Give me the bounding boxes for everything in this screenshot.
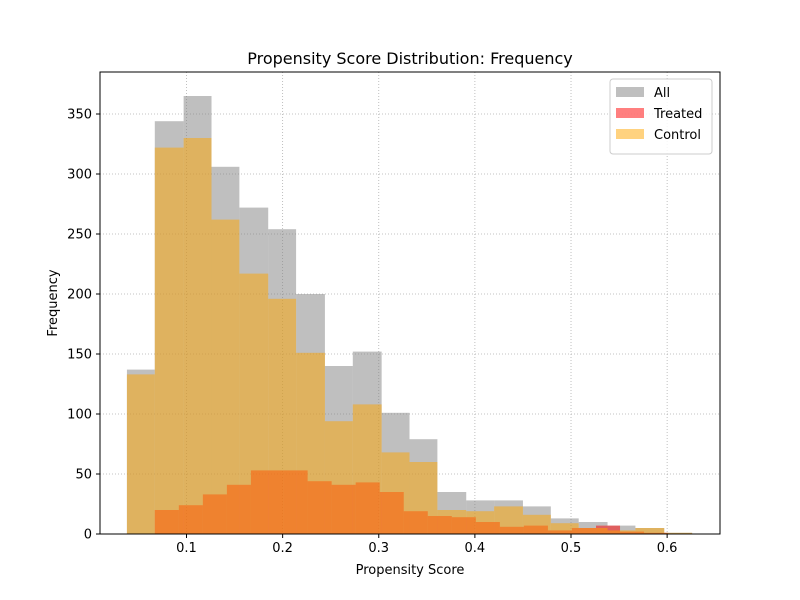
- bar-all: [607, 525, 636, 534]
- x-tick-label: 0.3: [368, 541, 389, 556]
- legend-label-all: All: [654, 86, 670, 101]
- y-tick-label: 150: [67, 348, 92, 363]
- legend-label-treated: Treated: [653, 107, 702, 122]
- y-tick-label: 50: [75, 468, 92, 483]
- bar-control: [409, 462, 438, 534]
- bar-control: [437, 510, 467, 534]
- bar-control: [494, 506, 523, 534]
- legend-swatch-treated: [616, 108, 644, 118]
- y-tick-label: 250: [67, 228, 92, 243]
- legend-label-control: Control: [654, 128, 701, 143]
- y-tick-label: 350: [67, 108, 92, 123]
- bar-control: [211, 219, 240, 534]
- bar-control: [635, 528, 665, 534]
- legend-swatch-all: [616, 87, 644, 97]
- bar-control: [183, 138, 212, 534]
- axis-ticks: 0.1 0.2 0.3 0.4 0.5 0.6 0 50 100 150 200 250 300 350: [67, 108, 677, 557]
- bar-control: [578, 528, 608, 534]
- legend-swatch-control: [616, 129, 644, 139]
- x-tick-label: 0.1: [176, 541, 197, 556]
- bar-control: [154, 147, 184, 534]
- x-tick-label: 0.2: [272, 541, 293, 556]
- bar-control: [522, 514, 551, 534]
- legend: All Treated Control: [609, 78, 713, 155]
- y-tick-label: 300: [67, 168, 92, 183]
- plot-frame: [99, 71, 721, 535]
- y-tick-label: 200: [67, 288, 92, 303]
- bar-control: [352, 404, 382, 534]
- chart-title: Propensity Score Distribution: Frequency: [247, 49, 573, 68]
- bar-control: [466, 511, 495, 534]
- bar-control: [126, 374, 155, 534]
- bar-control: [381, 452, 410, 534]
- grid-lines: [100, 72, 720, 535]
- x-axis-label: Propensity Score: [356, 563, 465, 578]
- bar-control: [296, 352, 325, 534]
- bar-control: [607, 530, 636, 534]
- x-tick-label: 0.4: [465, 541, 486, 556]
- y-tick-label: 100: [67, 408, 92, 423]
- bar-treated: [596, 525, 621, 534]
- y-axis-label: Frequency: [46, 269, 61, 336]
- y-tick-label: 0: [84, 528, 92, 543]
- bar-control: [324, 421, 353, 534]
- x-tick-label: 0.5: [561, 541, 582, 556]
- bar-control: [664, 532, 693, 534]
- bar-control: [268, 298, 297, 534]
- histogram-bars: [126, 96, 693, 535]
- bar-control: [550, 523, 579, 534]
- x-tick-label: 0.6: [657, 541, 678, 556]
- bar-control: [239, 273, 269, 534]
